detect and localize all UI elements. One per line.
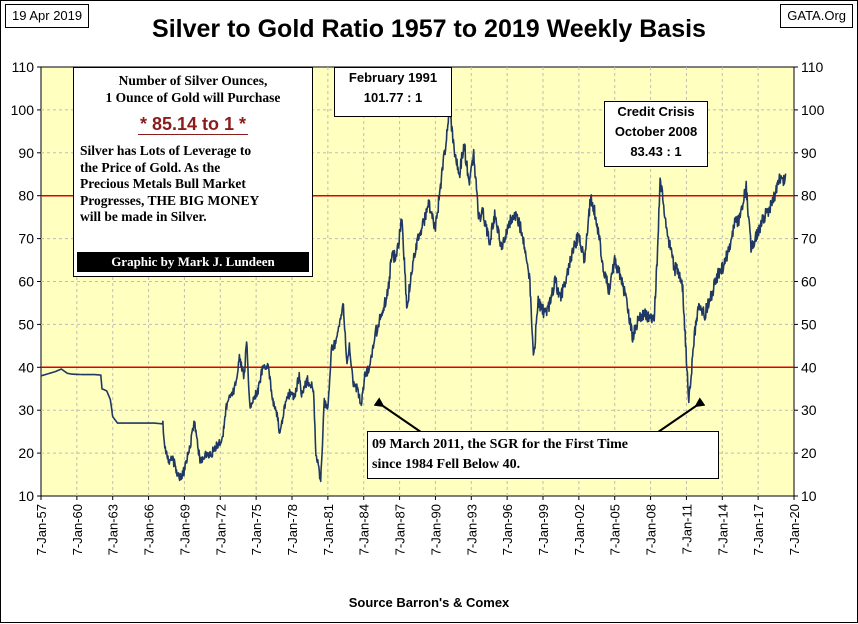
credit-crisis-value: 83.43 : 1 (630, 144, 682, 159)
mar2011-line2: since 1984 Fell Below 40. (372, 457, 521, 472)
y-tick-label-left: 110 (12, 59, 35, 75)
x-tick-label: 7-Jan-17 (751, 504, 766, 555)
x-tick-label: 7-Jan-90 (428, 504, 443, 555)
x-tick-label: 7-Jan-20 (787, 504, 802, 555)
y-tick-label-right: 60 (801, 274, 817, 290)
x-tick-label: 7-Jan-08 (644, 504, 659, 555)
y-tick-label-right: 70 (801, 231, 817, 247)
annotation-credit-crisis: Credit Crisis October 2008 83.43 : 1 (604, 101, 708, 167)
x-tick-label: 7-Jan-60 (70, 504, 85, 555)
info-body-line3: Precious Metals Bull Market (80, 176, 246, 191)
feb1991-label: February 1991 (348, 70, 438, 85)
y-tick-label-left: 10 (18, 488, 34, 504)
x-tick-label: 7-Jan-66 (142, 504, 157, 555)
info-body-line4: Progresses, THE BIG MONEY (80, 192, 260, 208)
graphic-credit: Graphic by Mark J. Lundeen (77, 252, 309, 272)
annotation-march-2011: 09 March 2011, the SGR for the First Tim… (367, 431, 719, 479)
y-tick-label-left: 100 (11, 102, 35, 118)
x-tick-label: 7-Jan-75 (249, 504, 264, 555)
x-tick-label: 7-Jan-81 (321, 504, 336, 555)
y-tick-label-right: 80 (801, 188, 817, 204)
y-tick-label-right: 40 (801, 359, 817, 375)
y-tick-label-left: 90 (18, 145, 34, 161)
y-tick-label-left: 30 (18, 402, 34, 418)
x-tick-label: 7-Jan-87 (393, 504, 408, 555)
info-body-line1: Silver has Lots of Leverage to (80, 143, 252, 158)
x-tick-label: 7-Jan-96 (500, 504, 515, 555)
series-group (40, 96, 787, 483)
y-tick-label-right: 100 (801, 102, 825, 118)
series-line (40, 96, 787, 483)
x-tick-label: 7-Jan-69 (177, 504, 192, 555)
x-tick-label: 7-Jan-78 (285, 504, 300, 555)
y-tick-label-left: 70 (18, 231, 34, 247)
x-tick-label: 7-Jan-63 (106, 504, 121, 555)
x-tick-label: 7-Jan-05 (608, 504, 623, 555)
annotation-feb-1991: February 1991 101.77 : 1 (334, 67, 452, 117)
x-tick-label: 7-Jan-11 (679, 504, 694, 554)
date-tag: 19 Apr 2019 (5, 4, 90, 28)
x-tick-label: 7-Jan-14 (715, 504, 730, 555)
y-tick-label-right: 30 (801, 402, 817, 418)
chart-title: Silver to Gold Ratio 1957 to 2019 Weekly… (152, 15, 706, 43)
mar2011-line1: 09 March 2011, the SGR for the First Tim… (372, 437, 628, 452)
credit-crisis-date: October 2008 (614, 124, 698, 139)
source-note: Source Barron's & Comex (348, 595, 510, 610)
y-tick-label-left: 50 (18, 316, 34, 332)
y-tick-label-left: 40 (18, 359, 34, 375)
y-tick-label-right: 50 (801, 316, 817, 332)
x-tick-label: 7-Jan-72 (213, 504, 228, 555)
info-heading-line1: Number of Silver Ounces, (118, 73, 268, 88)
y-tick-label-left: 20 (18, 445, 34, 461)
x-tick-label: 7-Jan-57 (34, 504, 49, 555)
current-ratio: * 85.14 to 1 * (137, 114, 249, 135)
tick-labels: 10 10 20 20 30 30 40 40 50 50 60 60 70 70 80 80 90 90 100 1… (11, 59, 825, 555)
info-body-line2: the Price of Gold. As the (80, 159, 221, 175)
credit-crisis-label: Credit Crisis (617, 104, 695, 119)
y-tick-label-right: 90 (801, 145, 817, 161)
y-tick-label-right: 20 (801, 445, 817, 461)
x-tick-label: 7-Jan-99 (536, 504, 551, 555)
info-box: Number of Silver Ounces, 1 Ounce of Gold… (73, 67, 313, 277)
x-tick-label: 7-Jan-93 (464, 504, 479, 555)
y-tick-label-left: 60 (18, 274, 34, 290)
y-tick-label-right: 10 (801, 488, 817, 504)
info-body-line5: will be made in Silver. (80, 209, 207, 224)
source-tag: GATA.Org (780, 4, 853, 28)
y-tick-label-left: 80 (18, 188, 34, 204)
x-tick-label: 7-Jan-84 (357, 504, 372, 555)
info-heading-line2: 1 Ounce of Gold will Purchase (105, 90, 281, 105)
y-tick-label-right: 110 (801, 59, 824, 75)
feb1991-value: 101.77 : 1 (363, 90, 423, 105)
x-tick-label: 7-Jan-02 (572, 504, 587, 555)
